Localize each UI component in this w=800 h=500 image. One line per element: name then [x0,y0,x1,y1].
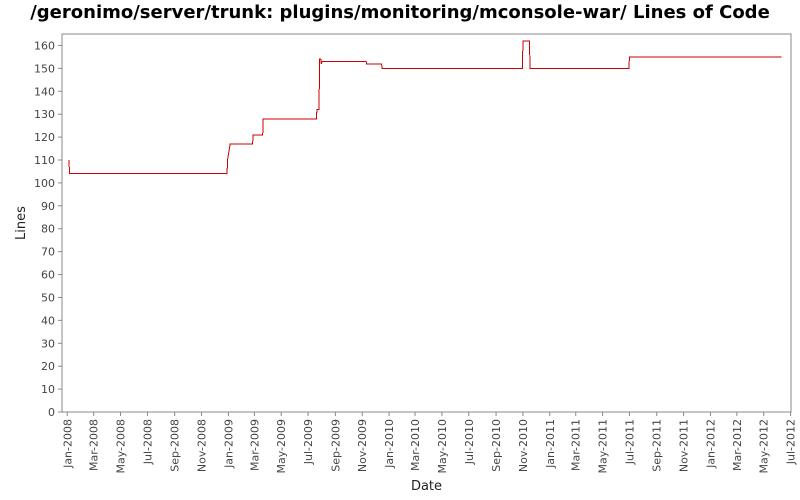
x-tick-label: Mar-2008 [88,419,101,471]
x-tick-label: Nov-2011 [678,419,691,472]
y-tick-label: 90 [41,200,55,213]
x-tick-label: Mar-2010 [409,419,422,471]
y-tick-label: 130 [34,108,55,121]
x-tick-label: Nov-2010 [517,419,530,472]
y-axis-label: Lines [14,206,29,240]
x-tick-label: Mar-2012 [731,419,744,471]
x-tick-label: Sep-2008 [169,419,182,472]
x-tick-label: Jul-2008 [141,419,154,465]
y-tick-label: 40 [41,314,55,327]
y-tick-label: 20 [41,360,55,373]
x-tick-label: Jan-2009 [222,419,235,469]
y-tick-label: 30 [41,337,55,350]
x-tick-label: Jul-2009 [302,419,315,465]
y-tick-label: 0 [48,406,55,419]
y-tick-label: 160 [34,39,55,52]
x-tick-label: Jan-2011 [544,419,557,469]
x-tick-label: Jan-2012 [704,419,717,469]
x-tick-label: Mar-2011 [570,419,583,471]
x-axis: Jan-2008 Mar-2008 May-2008 Jul-2008 Sep-2008… [61,412,798,474]
series-layer [68,40,782,175]
x-tick-label: May-2009 [275,419,288,474]
x-tick-label: Jul-2010 [463,419,476,465]
x-tick-label: May-2008 [115,419,128,474]
x-tick-label: Nov-2009 [356,419,369,472]
x-tick-label: Sep-2009 [329,419,342,472]
plot-area [61,33,792,413]
y-tick-label: 70 [41,246,55,259]
y-tick-label: 60 [41,269,55,282]
y-tick-label: 140 [34,85,55,98]
x-tick-label: May-2012 [758,419,771,474]
y-tick-label: 100 [34,177,55,190]
chart-title: /geronimo/server/trunk: plugins/monitori… [30,2,770,23]
x-tick-label: May-2011 [597,419,610,474]
y-tick-label: 120 [34,131,55,144]
x-tick-label: Mar-2009 [248,419,261,471]
x-tick-label: Sep-2010 [490,419,503,472]
x-tick-label: Jan-2010 [383,419,396,469]
x-tick-label: Jan-2008 [61,419,74,469]
y-tick-label: 10 [41,383,55,396]
x-tick-label: May-2010 [436,419,449,474]
x-axis-label: Date [411,479,442,494]
x-tick-label: Jul-2012 [785,419,798,465]
x-tick-label: Sep-2011 [651,419,664,472]
y-tick-label: 80 [41,223,55,236]
y-tick-label: 150 [34,62,55,75]
y-tick-label: 50 [41,291,55,304]
x-tick-label: Nov-2008 [196,419,209,472]
y-tick-label: 110 [34,154,55,167]
x-tick-label: Jul-2011 [623,419,636,465]
y-axis: 0 10 20 30 40 50 60 70 80 90 100 110 120 130 140 150 160 [34,39,62,419]
